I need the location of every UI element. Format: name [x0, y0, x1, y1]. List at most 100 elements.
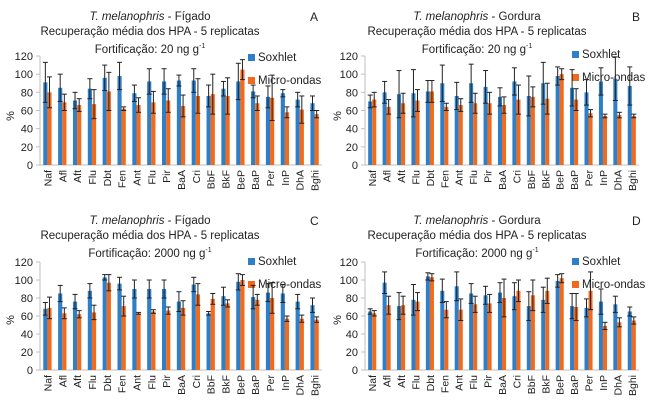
bar-micro-ondas: [372, 99, 377, 165]
bar-micro-ondas: [240, 69, 245, 165]
x-tick-label: DhA: [295, 170, 307, 190]
bar-soxhlet: [613, 78, 618, 165]
chart-panel-d: T. melanophris - Gordura Recuperação méd…: [327, 202, 654, 404]
bar-micro-ondas: [516, 99, 521, 165]
x-tick-label: Naf: [42, 170, 54, 186]
bar-soxhlet: [102, 277, 107, 370]
bar-micro-ondas: [91, 312, 97, 370]
bar-micro-ondas: [210, 94, 215, 165]
bar-soxhlet: [555, 75, 560, 165]
bar-soxhlet: [483, 295, 488, 370]
y-tick-label: 100: [340, 275, 358, 287]
y-tick-label: 120: [340, 257, 358, 269]
chart-legend: Soxhlet Micro-ondas: [248, 50, 321, 96]
x-tick-label: Pir: [483, 375, 495, 388]
bar-micro-ondas: [181, 105, 186, 165]
x-tick-label: Flu: [146, 375, 158, 390]
bar-soxhlet: [411, 93, 416, 165]
bar-soxhlet: [584, 92, 589, 165]
bar-soxhlet: [411, 299, 416, 370]
x-tick-label: Flu: [87, 375, 99, 390]
y-tick-label: 40: [21, 124, 33, 136]
bar-soxhlet: [598, 81, 603, 165]
bar-micro-ondas: [487, 103, 492, 165]
bar-micro-ondas: [106, 91, 111, 165]
bar-micro-ondas: [314, 114, 319, 165]
bar-soxhlet: [295, 301, 300, 370]
bar-micro-ondas: [314, 319, 319, 370]
legend-label: Soxhlet: [258, 52, 297, 64]
bar-micro-ondas: [240, 280, 245, 370]
panel-letter: B: [632, 10, 641, 24]
legend-swatch-soxhlet: [572, 258, 579, 265]
species-name: T. melanophris: [89, 11, 165, 23]
y-tick-label: 100: [340, 69, 358, 81]
tissue-name: - Fígado: [164, 11, 211, 23]
bar-soxhlet: [425, 276, 430, 370]
bar-micro-ondas: [106, 282, 111, 370]
bar-soxhlet: [425, 91, 430, 165]
y-tick-label: 20: [346, 142, 358, 154]
y-tick-label: 40: [346, 329, 358, 341]
bar-soxhlet: [469, 83, 474, 165]
bar-soxhlet: [454, 286, 459, 370]
y-tick-label: 20: [346, 347, 358, 359]
bar-soxhlet: [382, 282, 387, 370]
bar-micro-ondas: [458, 105, 463, 165]
bar-soxhlet: [176, 80, 181, 165]
y-tick-label: 20: [21, 142, 33, 154]
y-tick-label: 120: [340, 51, 358, 63]
bar-soxhlet: [310, 103, 315, 165]
x-tick-label: BbF: [526, 170, 538, 189]
chart-panel-c: T. melanophris - Fígado Recuperação médi…: [0, 202, 327, 404]
bar-soxhlet: [280, 293, 285, 370]
bar-micro-ondas: [631, 115, 636, 165]
x-tick-label: Bghi: [627, 375, 639, 396]
x-tick-label: Afl: [382, 170, 394, 182]
bar-soxhlet: [265, 96, 271, 165]
chart-title-line3: Fortificação: 2000 ng g-1: [0, 244, 300, 261]
bar-micro-ondas: [181, 307, 186, 370]
x-tick-label: BeP: [555, 170, 567, 190]
legend-item-soxhlet: Soxhlet: [572, 254, 645, 270]
x-tick-label: BbF: [206, 170, 218, 189]
chart-title-line2: Recuperação média dos HPA - 5 replicatas: [367, 26, 587, 38]
fortification-superscript: -1: [525, 43, 533, 50]
bar-soxhlet: [497, 292, 502, 370]
chart-panel-b: T. melanophris - Gordura Recuperação méd…: [327, 0, 654, 202]
x-tick-label: BaP: [569, 375, 581, 395]
x-tick-label: BaA: [176, 170, 188, 190]
chart-title-line2: Recuperação média dos HPA - 5 replicatas: [367, 230, 587, 242]
x-tick-label: Fen: [117, 170, 129, 188]
x-tick-label: Dbt: [425, 375, 437, 391]
x-tick-label: Dbt: [102, 375, 114, 391]
legend-item-soxhlet: Soxhlet: [248, 254, 321, 270]
bar-micro-ondas: [386, 305, 391, 370]
chart-title-line3: Fortificação: 2000 ng g-1: [327, 244, 627, 261]
bar-soxhlet: [469, 293, 474, 370]
legend-label: Soxhlet: [582, 49, 621, 61]
bar-micro-ondas: [574, 307, 579, 370]
legend-swatch-micro-ondas: [572, 74, 579, 81]
y-tick-label: 20: [21, 347, 33, 359]
chart-title-line1: T. melanophris - Fígado: [0, 10, 300, 24]
tissue-name: - Gordura: [488, 11, 541, 23]
bar-soxhlet: [526, 306, 531, 370]
y-tick-label: 60: [21, 311, 33, 323]
bar-soxhlet: [613, 304, 618, 370]
bar-soxhlet: [162, 289, 167, 370]
legend-label: Soxhlet: [258, 256, 297, 268]
bar-micro-ondas: [151, 102, 156, 165]
bar-micro-ondas: [429, 91, 434, 165]
x-tick-label: Flu: [468, 170, 480, 185]
x-tick-label: Cri: [511, 375, 523, 388]
legend-swatch-micro-ondas: [248, 77, 255, 84]
bar-soxhlet: [43, 308, 48, 370]
bar-soxhlet: [72, 301, 78, 370]
chart-legend: Soxhlet Micro-ondas: [248, 254, 321, 300]
y-tick-label: 40: [21, 329, 33, 341]
x-tick-label: DhA: [612, 375, 624, 395]
x-tick-label: Pir: [483, 170, 495, 183]
